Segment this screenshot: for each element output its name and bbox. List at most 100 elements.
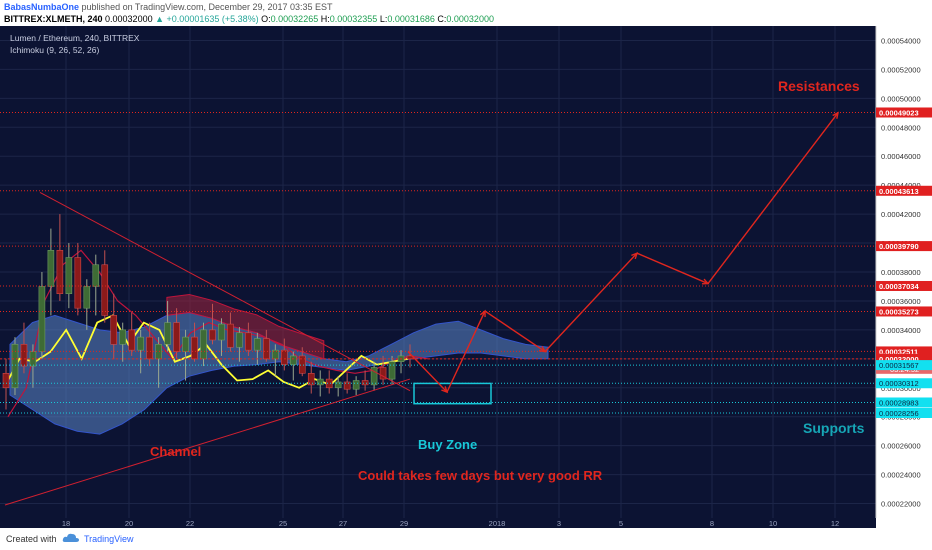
close-label: C: [437, 14, 447, 24]
chart-header: BabasNumbaOne published on TradingView.c… [0, 0, 932, 26]
candle-body [83, 286, 91, 309]
price-change: +0.00001635 (+5.38%) [166, 14, 259, 24]
price-tick-label: 0.00030000 [881, 384, 921, 393]
candle-body [155, 344, 162, 360]
channel-upper-line [39, 191, 411, 392]
time-tick-label: 29 [400, 519, 408, 528]
time-tick-label: 10 [769, 519, 777, 528]
time-tick-label: 25 [279, 519, 287, 528]
up-arrow-icon: ▲ [155, 14, 165, 24]
ohlc-info: BITTREX:XLMETH, 240 0.00032000 ▲ +0.0000… [4, 14, 494, 24]
candle-body [388, 361, 396, 380]
projection-arrow [636, 252, 709, 285]
resistance-price-tag [876, 185, 932, 196]
annotations [4, 111, 839, 506]
price-axis-labels: 0.00054000 0.00052000 0.00050000 0.00048000… [876, 36, 932, 509]
time-tick-label: 5 [619, 519, 623, 528]
price-tick-label: 0.00046000 [881, 152, 921, 161]
resistance-price-tag [876, 280, 932, 291]
candle-body [119, 329, 127, 345]
resistance-price-label: 0.00043613 [879, 187, 919, 196]
resistance-price-label: 0.00032511 [879, 347, 918, 356]
candle-body [263, 338, 270, 360]
created-with-text: Created with [6, 534, 57, 544]
resistance-price-tag [876, 241, 932, 252]
current-price-tag [876, 353, 932, 364]
legend-title: Lumen / Ethereum, 240, BITTREX [10, 33, 140, 43]
candle-body [272, 349, 279, 360]
resistance-price-tag [876, 346, 932, 357]
candle-body [218, 323, 225, 341]
resistances-label: Resistances [778, 78, 860, 94]
time-tick-label: 8 [710, 519, 714, 528]
price-chart[interactable]: 0.00054000 0.00052000 0.00050000 0.00048000… [0, 26, 932, 528]
time-tick-label: 2018 [489, 519, 506, 528]
candle-body [11, 344, 19, 389]
candle-body [361, 380, 369, 386]
projection-arrow [446, 310, 486, 393]
price-tick-label: 0.00042000 [881, 210, 921, 219]
buy-zone-box [413, 382, 492, 405]
support-price-label: 0.00030312 [879, 379, 919, 388]
time-axis-labels: 18 20 22 25 27 29 2018 3 5 8 10 12 [62, 519, 839, 528]
support-price-label: 0.00028256 [879, 409, 919, 418]
current-price-label: 0.00032000 [879, 355, 919, 364]
price-tick-label: 0.00052000 [881, 65, 921, 74]
legend-indicator: Ichimoku (9, 26, 52, 26) [10, 45, 99, 55]
resistance-price-label: 0.00035273 [879, 307, 919, 316]
resistance-price-label: 0.00037034 [879, 282, 919, 291]
candle-body [137, 336, 144, 351]
candle-body [281, 349, 288, 365]
author-link[interactable]: BabasNumbaOne [4, 2, 80, 12]
candle-body [307, 372, 315, 386]
tradingview-cloud-icon [62, 533, 79, 542]
buy-zone-label: Buy Zone [418, 437, 477, 452]
support-price-tag [876, 397, 932, 408]
price-tick-label: 0.00038000 [881, 268, 921, 277]
candle-body [254, 338, 261, 351]
support-price-tag [876, 378, 932, 389]
candle-body [334, 381, 342, 389]
time-tick-label: 22 [186, 519, 194, 528]
candle-body [38, 286, 46, 352]
candle-body [298, 355, 306, 374]
time-tick-label: 18 [62, 519, 70, 528]
candle-body [164, 322, 171, 345]
time-tick-label: 12 [831, 519, 839, 528]
projection-arrow [544, 252, 638, 353]
channel-lower-line [4, 378, 411, 506]
price-tick-label: 0.00048000 [881, 123, 921, 132]
low-label: L: [379, 14, 388, 24]
candle-body [110, 315, 118, 345]
price-tick-label: 0.00054000 [881, 36, 921, 45]
price-tick-label: 0.00044000 [881, 181, 921, 190]
price-tick-label: 0.00050000 [881, 94, 921, 103]
time-axis[interactable] [0, 518, 876, 528]
candle-body [74, 257, 82, 309]
support-price-tag [876, 360, 932, 371]
support-price-label: 0.00031567 [879, 361, 919, 370]
candle-body [101, 264, 109, 316]
publish-info: BabasNumbaOne published on TradingView.c… [4, 2, 333, 12]
arrow-head [832, 111, 839, 119]
candle-body [65, 257, 73, 295]
time-tick-label: 20 [125, 519, 133, 528]
time-tick-label: 3 [557, 519, 561, 528]
price-tick-label: 0.00034000 [881, 326, 921, 335]
candle-body [227, 323, 234, 348]
close-value: 0.00032000 [446, 14, 494, 24]
candle-body [128, 329, 135, 351]
price-tick-label: 0.00026000 [881, 442, 921, 451]
price-tick-label: 0.00024000 [881, 471, 921, 480]
support-price-label: 0.00028983 [879, 398, 919, 407]
open-label: O: [261, 14, 271, 24]
last-price: 0.00032000 [105, 14, 153, 24]
tradingview-brand[interactable]: TradingView [84, 534, 134, 544]
high-value: 0.00032355 [329, 14, 378, 24]
resistance-price-label: 0.00049023 [879, 108, 919, 117]
candle-body [173, 322, 180, 352]
support-price-tag [876, 408, 932, 419]
candle-body [182, 336, 189, 352]
candle-body [352, 380, 360, 390]
low-value: 0.00031686 [387, 14, 435, 24]
